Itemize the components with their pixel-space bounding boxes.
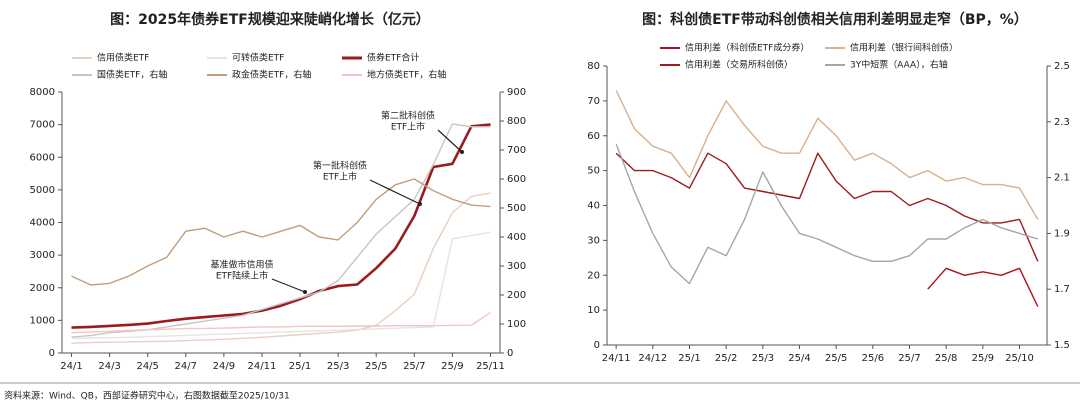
legend-label: 可转债类ETF bbox=[232, 52, 284, 64]
x-tick-label: 24/12 bbox=[638, 353, 667, 364]
y-tick-label: 80 bbox=[587, 61, 600, 72]
y-tick-label: 4000 bbox=[30, 218, 55, 229]
legend-label: 信用利差（交易所科创债） bbox=[685, 59, 793, 71]
arrow-head bbox=[418, 202, 422, 206]
y-tick-label: 40 bbox=[587, 201, 600, 212]
series-line bbox=[927, 267, 1039, 307]
x-tick-label: 25/3 bbox=[752, 353, 774, 364]
x-tick-label: 25/2 bbox=[715, 353, 737, 364]
source-note: 资料来源：Wind、QB，西部证券研究中心，右图数据截至2025/10/31 bbox=[4, 390, 290, 402]
y2-tick-label: 2.5 bbox=[1054, 61, 1070, 72]
x-tick-label: 25/5 bbox=[825, 353, 847, 364]
x-tick-label: 25/1 bbox=[678, 353, 700, 364]
x-tick-label: 25/7 bbox=[898, 353, 920, 364]
x-tick-label: 24/9 bbox=[213, 361, 235, 372]
y-tick-label: 3000 bbox=[30, 250, 55, 261]
annotation: ETF陆续上市 bbox=[216, 270, 268, 282]
y2-tick-label: 2.1 bbox=[1054, 173, 1070, 184]
legend-label: 政金债类ETF，右轴 bbox=[232, 69, 311, 81]
y2-tick-label: 1.5 bbox=[1054, 340, 1070, 351]
y-tick-label: 70 bbox=[587, 96, 600, 107]
y-tick-label: 50 bbox=[587, 166, 600, 177]
arrow-head bbox=[460, 150, 464, 154]
series-line bbox=[71, 192, 491, 344]
annotation-arrow bbox=[369, 179, 421, 205]
y-tick-label: 60 bbox=[587, 131, 600, 142]
series-line bbox=[71, 311, 491, 334]
annotation: ETF上市 bbox=[323, 171, 357, 183]
x-tick-label: 25/6 bbox=[862, 353, 884, 364]
legend-label: 信用利差（银行间科创债） bbox=[850, 42, 958, 54]
x-tick-label: 24/3 bbox=[98, 361, 120, 372]
legend-label: 地方债类ETF，右轴 bbox=[367, 69, 446, 81]
y-tick-label: 1000 bbox=[30, 315, 55, 326]
y2-tick-label: 1.9 bbox=[1054, 228, 1070, 239]
series-line bbox=[615, 90, 1039, 220]
x-tick-label: 25/8 bbox=[935, 353, 957, 364]
chart-title: 图：科创债ETF带动科创债相关信用利差明显走窄（BP，%） bbox=[642, 11, 1028, 28]
series-line bbox=[71, 231, 491, 339]
x-tick-label: 24/7 bbox=[175, 361, 197, 372]
annotation: 第二批科创债 bbox=[381, 110, 435, 122]
series-line bbox=[71, 123, 491, 329]
legend-label: 信用利差（科创债ETF成分券） bbox=[685, 42, 809, 54]
x-tick-label: 25/5 bbox=[365, 361, 387, 372]
x-tick-label: 25/10 bbox=[1005, 353, 1034, 364]
y2-tick-label: 300 bbox=[507, 261, 526, 272]
chart-title: 图：2025年债券ETF规模迎来陡峭化增长（亿元） bbox=[110, 11, 430, 28]
x-tick-label: 24/11 bbox=[602, 353, 631, 364]
annotation-arrow bbox=[437, 129, 463, 153]
y2-tick-label: 900 bbox=[507, 87, 526, 98]
x-tick-label: 24/5 bbox=[136, 361, 158, 372]
series-line bbox=[615, 143, 1039, 285]
y2-tick-label: 1.7 bbox=[1054, 284, 1070, 295]
annotation: 基准做市信用债 bbox=[210, 259, 273, 271]
y-tick-label: 8000 bbox=[30, 87, 55, 98]
y-tick-label: 20 bbox=[587, 270, 600, 281]
legend-label: 债券ETF合计 bbox=[367, 52, 419, 64]
y-tick-label: 10 bbox=[587, 305, 600, 316]
y-tick-label: 7000 bbox=[30, 120, 55, 131]
y2-tick-label: 500 bbox=[507, 203, 526, 214]
y-tick-label: 30 bbox=[587, 235, 600, 246]
y2-tick-label: 0 bbox=[507, 348, 513, 359]
y-tick-label: 2000 bbox=[30, 283, 55, 294]
x-tick-label: 25/4 bbox=[788, 353, 810, 364]
x-tick-label: 25/7 bbox=[403, 361, 425, 372]
y-tick-label: 5000 bbox=[30, 185, 55, 196]
x-tick-label: 25/1 bbox=[289, 361, 311, 372]
x-tick-label: 25/3 bbox=[327, 361, 349, 372]
annotation: ETF上市 bbox=[391, 121, 425, 133]
y2-tick-label: 2.3 bbox=[1054, 117, 1070, 128]
annotation-arrow bbox=[271, 278, 306, 293]
y2-tick-label: 100 bbox=[507, 319, 526, 330]
arrow-head bbox=[303, 290, 307, 294]
legend-label: 3Y中短票（AAA），右轴 bbox=[850, 59, 948, 71]
series-line bbox=[615, 152, 1039, 262]
x-tick-label: 24/11 bbox=[248, 361, 277, 372]
legend-label: 信用债类ETF bbox=[97, 52, 149, 64]
annotation: 第一批科创债 bbox=[313, 160, 367, 172]
y2-tick-label: 800 bbox=[507, 116, 526, 127]
y2-tick-label: 400 bbox=[507, 232, 526, 243]
x-tick-label: 24/1 bbox=[60, 361, 82, 372]
legend-label: 国债类ETF，右轴 bbox=[97, 69, 167, 81]
x-tick-label: 25/9 bbox=[441, 361, 463, 372]
y-tick-label: 6000 bbox=[30, 152, 55, 163]
x-tick-label: 25/9 bbox=[972, 353, 994, 364]
y2-tick-label: 200 bbox=[507, 290, 526, 301]
y-tick-label: 0 bbox=[594, 340, 600, 351]
x-tick-label: 25/11 bbox=[476, 361, 505, 372]
y2-tick-label: 600 bbox=[507, 174, 526, 185]
y-tick-label: 0 bbox=[49, 348, 55, 359]
series-line bbox=[71, 178, 491, 286]
y2-tick-label: 700 bbox=[507, 145, 526, 156]
